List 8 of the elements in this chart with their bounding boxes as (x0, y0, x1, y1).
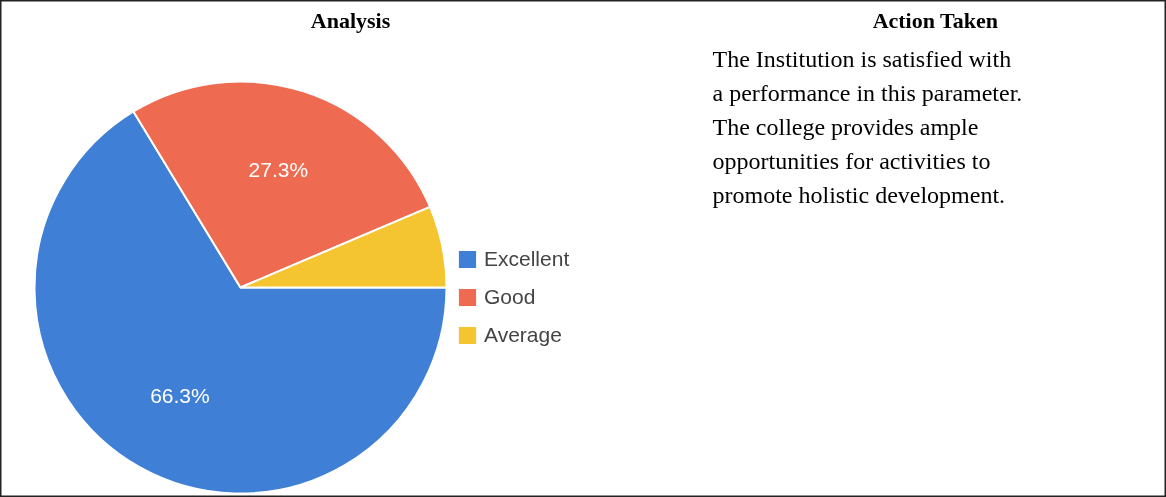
text: Action Taken (872, 8, 998, 33)
legend-label: Good (484, 285, 536, 309)
legend-label: Excellent (484, 247, 570, 271)
text: The Institution is satisfied with a performance in this parameter. The college provides ample opportunities for activities to promote holistic development. (712, 45, 1023, 208)
legend-label: Average (484, 323, 562, 347)
data-label: 27.3% (248, 158, 309, 182)
data-label: 66.3% (150, 383, 210, 407)
chart-title: Analysis (310, 8, 391, 33)
